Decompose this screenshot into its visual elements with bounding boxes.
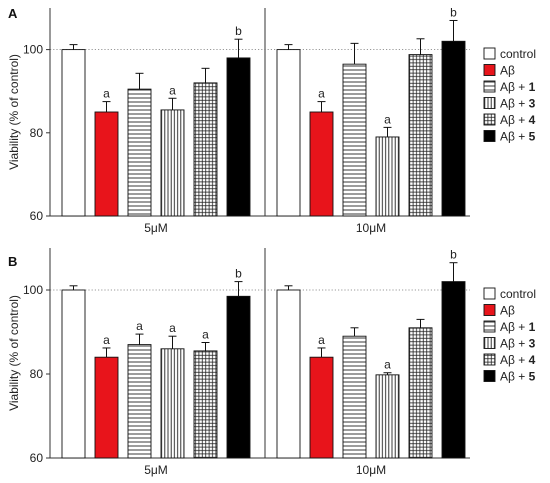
y-axis-label: Viability (% of control) (7, 54, 21, 170)
legend-swatch-Ab3 (483, 97, 496, 109)
group-label: 5μM (144, 463, 168, 477)
y-tick-label: 60 (30, 451, 44, 465)
legend-swatch-control (483, 287, 496, 300)
legend-swatch-Ab1 (483, 320, 496, 333)
significance-label: a (318, 333, 325, 347)
legend-swatch-Ab5 (483, 370, 496, 382)
legend-swatch-Ab5 (483, 130, 496, 142)
legend-swatch-Ab (483, 304, 496, 316)
bar-Ab5 (226, 295, 251, 459)
panel-letter: A (8, 6, 18, 21)
significance-label: a (169, 321, 176, 335)
legend-label-Ab5: Aβ + 5 (500, 370, 536, 384)
bar-Ab (94, 111, 119, 217)
group-label: 10μM (356, 463, 386, 477)
y-tick-label: 80 (30, 367, 44, 381)
bar-Ab1 (342, 63, 367, 217)
significance-label: a (103, 87, 110, 101)
bar-Ab4 (193, 82, 218, 217)
significance-label: a (202, 328, 209, 342)
significance-label: a (318, 87, 325, 101)
significance-label: a (384, 112, 391, 126)
legend-swatch-Ab3 (483, 337, 496, 349)
legend-label-Ab3: Aβ + 3 (500, 337, 536, 351)
bar-control (61, 289, 86, 459)
panel-letter: B (8, 254, 17, 269)
bar-control (61, 49, 86, 217)
bar-Ab1 (342, 335, 367, 459)
y-tick-label: 60 (30, 209, 44, 223)
legend-label-Ab: Aβ (500, 64, 515, 78)
legend-label-control: control (500, 47, 536, 61)
bar-Ab (309, 111, 334, 217)
y-axis-label: Viability (% of control) (7, 295, 21, 411)
significance-label: b (235, 24, 242, 38)
bar-Ab3 (160, 348, 185, 459)
significance-label: b (235, 267, 242, 281)
legend-label-Ab3: Aβ + 3 (500, 97, 536, 111)
bar-Ab3 (375, 374, 400, 459)
legend-label-Ab4: Aβ + 4 (500, 113, 536, 127)
group-label: 5μM (144, 221, 168, 235)
bar-Ab (309, 356, 334, 459)
legend-label-Ab1: Aβ + 1 (500, 320, 536, 334)
legend-swatch-control (483, 47, 496, 60)
legend-label-Ab4: Aβ + 4 (500, 353, 536, 367)
bar-Ab3 (160, 109, 185, 217)
significance-label: b (450, 5, 457, 19)
group-label: 10μM (356, 221, 386, 235)
bar-Ab5 (441, 281, 466, 459)
y-tick-label: 80 (30, 126, 44, 140)
bar-Ab1 (127, 344, 152, 459)
bar-control (276, 49, 301, 217)
bar-Ab5 (226, 57, 251, 217)
legend-swatch-Ab4 (483, 353, 496, 366)
bar-Ab1 (127, 88, 152, 217)
legend-swatch-Ab4 (483, 113, 496, 126)
significance-label: a (103, 333, 110, 347)
legend-swatch-Ab1 (483, 80, 496, 93)
bar-Ab (94, 356, 119, 459)
significance-label: a (136, 319, 143, 333)
legend-swatch-Ab (483, 64, 496, 76)
y-tick-label: 100 (23, 283, 43, 297)
significance-label: a (384, 358, 391, 372)
bar-Ab4 (408, 54, 433, 217)
legend-label-control: control (500, 287, 536, 301)
y-tick-label: 100 (23, 43, 43, 57)
bar-Ab4 (193, 350, 218, 459)
legend-label-Ab: Aβ (500, 304, 515, 318)
bar-Ab5 (441, 40, 466, 217)
legend-label-Ab5: Aβ + 5 (500, 130, 536, 144)
significance-label: b (450, 248, 457, 262)
bar-Ab3 (375, 136, 400, 217)
legend-label-Ab1: Aβ + 1 (500, 80, 536, 94)
bar-control (276, 289, 301, 459)
significance-label: a (169, 83, 176, 97)
bar-Ab4 (408, 327, 433, 459)
